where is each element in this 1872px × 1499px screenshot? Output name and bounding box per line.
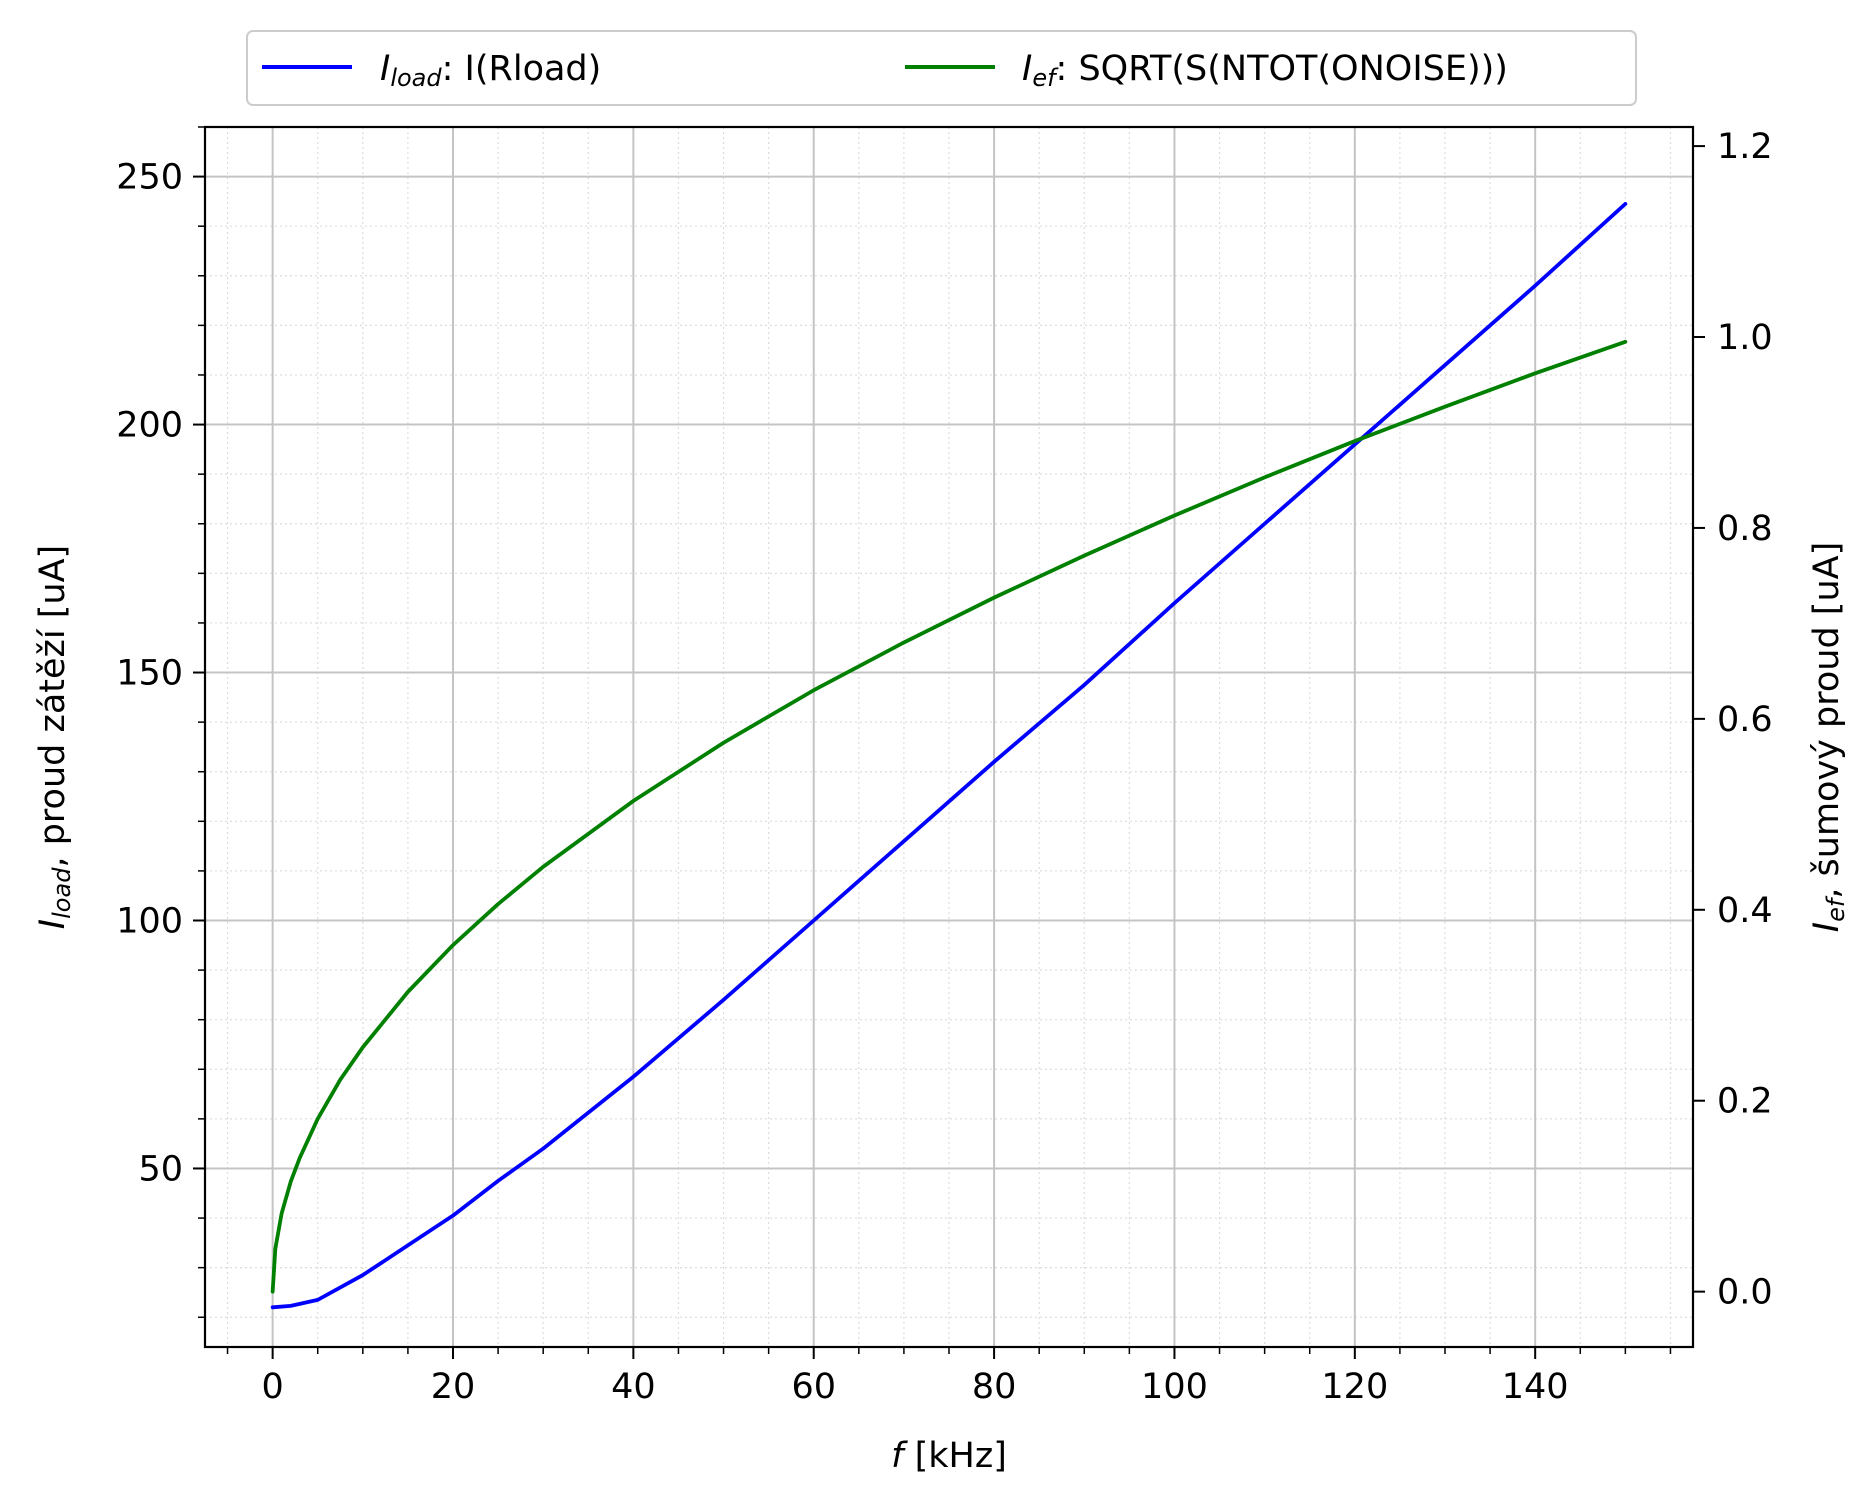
legend-ef-sub: ef bbox=[1032, 64, 1059, 92]
series-line-load bbox=[270, 201, 1628, 1310]
x-tick-label: 120 bbox=[1321, 1367, 1388, 1407]
y-right-axis-label: Ief, šumový proud [uA] bbox=[1807, 542, 1850, 933]
y-left-tick-label: 200 bbox=[116, 406, 183, 446]
axis-ticks: 0 20 40 60 80 100 120 140 50 100 150 200 250 0.0 0.2 0.… bbox=[116, 126, 1773, 1407]
y-left-label-sub: load bbox=[48, 867, 76, 919]
series-lines bbox=[270, 201, 1628, 1310]
y-right-tick-label: 0.8 bbox=[1717, 509, 1773, 549]
legend-ef-text: : SQRT(S(NTOT(ONOISE))) bbox=[1056, 49, 1508, 89]
x-tick-label: 100 bbox=[1141, 1367, 1208, 1407]
y-left-axis-label: Iload, proud zátěží [uA] bbox=[33, 545, 76, 929]
legend-load-sub: load bbox=[390, 64, 442, 92]
legend-entry-ef: Ief: SQRT(S(NTOT(ONOISE))) bbox=[1022, 49, 1508, 92]
y-left-label-rest: , proud zátěží [uA] bbox=[33, 545, 73, 868]
y-right-label-rest: , šumový proud [uA] bbox=[1807, 542, 1847, 899]
y-left-label-main: I bbox=[33, 919, 73, 929]
legend-load-text: : I(Rload) bbox=[442, 49, 602, 89]
x-tick-label: 0 bbox=[261, 1367, 283, 1407]
legend: Iload: I(Rload) Ief: SQRT(S(NTOT(ONOISE)… bbox=[246, 30, 1637, 106]
series-line-ef bbox=[270, 339, 1628, 1294]
major-grid bbox=[205, 127, 1693, 1347]
y-right-tick-label: 1.0 bbox=[1717, 318, 1773, 358]
y-right-label-sub: ef bbox=[1822, 895, 1850, 922]
y-right-tick-label: 0.6 bbox=[1717, 700, 1773, 740]
x-tick-label: 60 bbox=[791, 1367, 836, 1407]
x-tick-label: 80 bbox=[972, 1367, 1017, 1407]
legend-ef-main: I bbox=[1022, 49, 1032, 89]
x-axis-label: f [kHz] bbox=[891, 1436, 1007, 1476]
legend-entry-load: Iload: I(Rload) bbox=[380, 49, 601, 92]
legend-load-main: I bbox=[380, 49, 390, 89]
y-left-tick-label: 100 bbox=[116, 901, 183, 941]
x-axis-label-unit: [kHz] bbox=[903, 1436, 1006, 1476]
y-right-label-main: I bbox=[1807, 922, 1847, 932]
y-right-tick-label: 0.4 bbox=[1717, 891, 1773, 931]
y-right-tick-label: 1.2 bbox=[1717, 127, 1773, 167]
x-tick-label: 40 bbox=[611, 1367, 656, 1407]
minor-grid bbox=[205, 126, 1693, 1347]
y-right-tick-label: 0.0 bbox=[1717, 1273, 1773, 1313]
y-left-tick-label: 250 bbox=[116, 158, 183, 198]
y-left-tick-label: 50 bbox=[138, 1149, 183, 1189]
x-tick-label: 20 bbox=[431, 1367, 476, 1407]
y-right-tick-label: 0.2 bbox=[1717, 1082, 1773, 1122]
x-tick-label: 140 bbox=[1502, 1367, 1569, 1407]
y-left-tick-label: 150 bbox=[116, 654, 183, 694]
